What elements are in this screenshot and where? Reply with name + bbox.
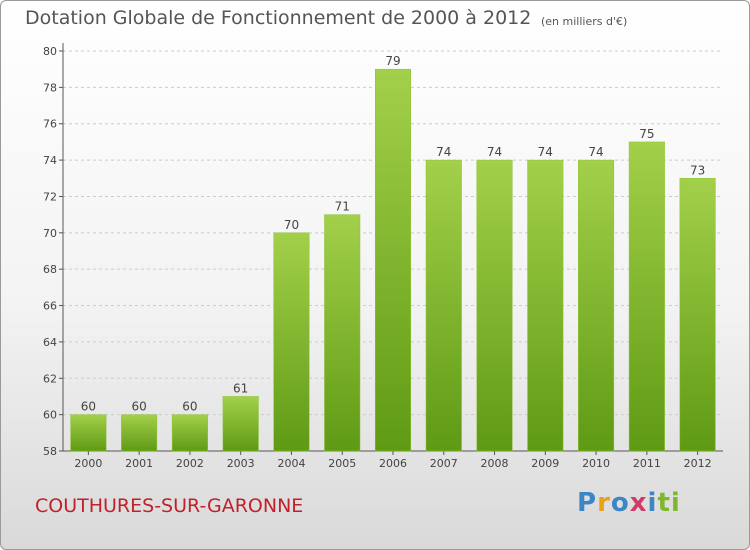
x-tick-label: 2003 — [227, 457, 255, 470]
y-tick-label: 72 — [43, 190, 57, 203]
bar — [374, 68, 412, 452]
y-tick-label: 68 — [43, 263, 57, 276]
data-label: 60 — [182, 400, 197, 414]
axes: 58 60 62 64 66 68 70 72 74 76 78 80 2000 2001 2002 2003… — [43, 43, 723, 470]
y-tick-label: 74 — [43, 154, 57, 167]
x-tick-label: 2000 — [74, 457, 102, 470]
data-labels: 60 60 60 61 70 71 79 74 74 74 74 75 73 — [81, 54, 706, 413]
bar — [527, 159, 564, 452]
data-label: 60 — [81, 400, 96, 414]
bar — [578, 159, 615, 452]
data-label: 71 — [335, 200, 350, 214]
data-label: 61 — [233, 381, 248, 395]
x-tick-label: 2002 — [176, 457, 204, 470]
data-label: 74 — [588, 145, 603, 159]
x-tick-label: 2004 — [277, 457, 305, 470]
bar — [70, 414, 107, 452]
logo-letter: o — [610, 488, 630, 518]
bars — [70, 68, 716, 452]
chart-subtitle: (en milliers d'€) — [541, 15, 628, 28]
x-tick-label: 2008 — [481, 457, 509, 470]
y-tick-label: 66 — [43, 300, 57, 313]
y-tick-label: 62 — [43, 372, 57, 385]
bar — [476, 159, 513, 452]
bar — [425, 159, 462, 452]
y-tick-label: 80 — [43, 45, 57, 58]
x-tick-label: 2006 — [379, 457, 407, 470]
x-tick-label: 2009 — [531, 457, 559, 470]
bar — [171, 414, 208, 452]
data-label: 79 — [385, 54, 400, 68]
bar — [324, 214, 361, 452]
y-tick-label: 58 — [43, 445, 57, 458]
y-tick-label: 64 — [43, 336, 57, 349]
data-label: 74 — [487, 145, 502, 159]
logo-letter: r — [597, 488, 611, 518]
chart-title: Dotation Globale de Fonctionnement de 20… — [25, 7, 532, 29]
logo-letter: i — [647, 488, 658, 518]
logo-letter: x — [629, 488, 648, 518]
bar — [679, 178, 716, 452]
data-label: 60 — [132, 400, 147, 414]
data-label: 73 — [690, 163, 705, 177]
bar — [273, 232, 310, 452]
x-tick-label: 2007 — [430, 457, 458, 470]
data-label: 74 — [436, 145, 451, 159]
bar — [628, 141, 665, 452]
data-label: 74 — [538, 145, 553, 159]
y-tick-label: 78 — [43, 81, 57, 94]
proxiti-logo[interactable]: Proxiti — [577, 488, 681, 518]
data-label: 70 — [284, 218, 299, 232]
x-tick-label: 2012 — [684, 457, 712, 470]
y-tick-label: 60 — [43, 409, 57, 422]
x-tick-label: 2011 — [633, 457, 661, 470]
x-tick-label: 2005 — [328, 457, 356, 470]
y-tick-label: 76 — [43, 118, 57, 131]
y-tick-label: 70 — [43, 227, 57, 240]
logo-letter: P — [577, 488, 598, 518]
x-tick-label: 2001 — [125, 457, 153, 470]
x-tick-label: 2010 — [582, 457, 610, 470]
logo-letter: ti — [657, 488, 681, 518]
data-label: 75 — [639, 127, 654, 141]
bar — [222, 396, 259, 452]
bar — [121, 414, 158, 452]
commune-name: COUTHURES-SUR-GARONNE — [35, 495, 304, 517]
